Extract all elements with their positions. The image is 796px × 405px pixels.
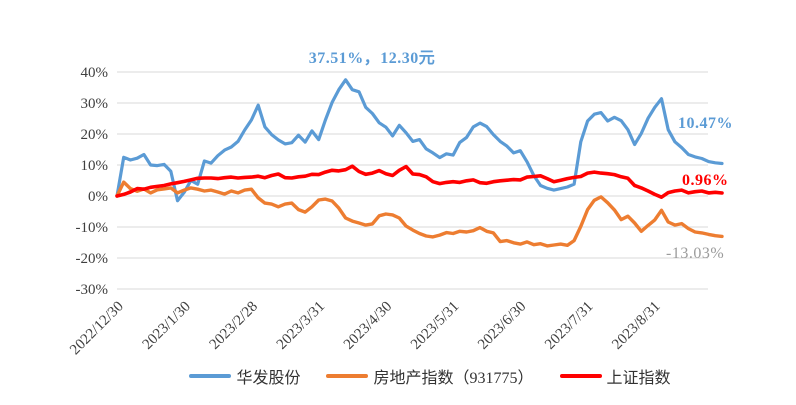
y-axis-tick-label: 10%	[81, 158, 109, 174]
sse-end-value-label: 0.96%	[682, 172, 729, 189]
legend-label: 华发股份	[236, 370, 301, 387]
x-axis-tick-label: 2023/6/30	[475, 299, 529, 353]
y-axis-tick-label: -20%	[76, 251, 109, 267]
y-axis-tick-label: -30%	[76, 282, 109, 298]
legend-label: 房地产指数（931775）	[373, 370, 534, 387]
huafa-end-value-label: 10.47%	[678, 115, 733, 132]
x-axis-tick-label: 2022/12/30	[67, 299, 127, 359]
y-axis-tick-label: 20%	[81, 127, 109, 143]
x-axis-tick-label: 2023/1/30	[140, 299, 194, 353]
x-axis-tick-label: 2023/8/31	[609, 299, 663, 353]
y-axis-tick-label: 0%	[88, 189, 108, 205]
legend-label: 上证指数	[606, 370, 671, 387]
chart-legend: 华发股份 房地产指数（931775） 上证指数	[64, 364, 796, 388]
huafa-shares-line-swatch-icon	[189, 374, 232, 378]
peak-annotation: 37.51%，12.30元	[308, 50, 436, 67]
y-axis-tick-label: -10%	[76, 220, 109, 236]
real-estate-index-line-swatch-icon	[326, 374, 369, 378]
x-axis-tick-label: 2023/5/31	[408, 299, 462, 353]
y-axis-tick-label: 30%	[81, 96, 109, 112]
y-axis-tick-label: 40%	[81, 65, 109, 81]
sse-index-line-swatch-icon	[559, 374, 602, 378]
series-line-huafa-shares	[115, 78, 724, 203]
x-axis-tick-label: 2023/2/28	[207, 299, 261, 353]
real-estate-end-value-label: -13.03%	[666, 245, 725, 262]
x-axis-tick-label: 2023/3/31	[274, 299, 328, 353]
series-line-sse-index	[115, 164, 724, 199]
x-axis-tick-label: 2023/7/31	[542, 299, 596, 353]
x-axis-tick-label: 2023/4/30	[341, 299, 395, 353]
legend-item-sse-index: 上证指数	[559, 364, 671, 388]
legend-item-huafa-shares: 华发股份	[189, 364, 300, 388]
legend-item-real-estate-index: 房地产指数（931775）	[326, 364, 534, 388]
series-line-real-estate-index	[115, 180, 724, 248]
